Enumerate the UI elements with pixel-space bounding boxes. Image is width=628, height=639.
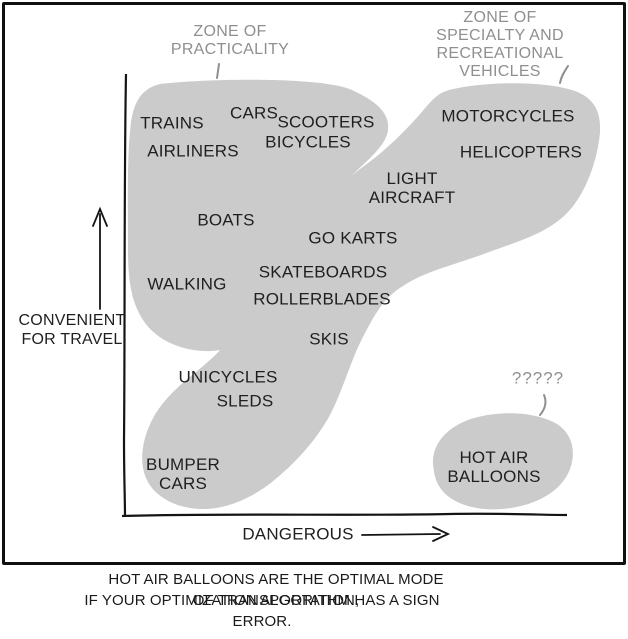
item-label-rollerblades: ROLLERBLADES xyxy=(253,289,391,309)
practicality-blob xyxy=(127,79,389,352)
y-axis-label: CONVENIENT FOR TRAVEL xyxy=(18,312,126,348)
item-label-trains: TRAINS xyxy=(140,113,204,133)
up-arrow xyxy=(92,206,108,310)
item-label-airliners: AIRLINERS xyxy=(147,141,239,161)
right-arrow xyxy=(361,526,451,542)
item-label-cars: CARS xyxy=(229,103,279,123)
caption-line-1: HOT AIR BALLOONS ARE THE OPTIMAL MODE OF… xyxy=(108,571,444,609)
item-label-hot-air-balloons: HOT AIR BALLOONS xyxy=(447,448,541,486)
item-label-sleds: SLEDS xyxy=(216,391,274,411)
x-axis-line xyxy=(121,512,568,518)
caption-line-2: IF YOUR OPTIMIZATION ALGORITHM HAS A SIG… xyxy=(84,592,440,630)
item-label-boats: BOATS xyxy=(197,210,255,230)
item-label-unicycles: UNICYCLES xyxy=(178,367,278,387)
zone-label-practicality: ZONE OF PRACTICALITY xyxy=(170,23,290,58)
item-label-motorcycles: MOTORCYCLES xyxy=(441,106,575,126)
zone-label-specialty: ZONE OF SPECIALTY AND RECREATIONAL VEHIC… xyxy=(436,9,564,80)
mystery-pointer-tick xyxy=(539,394,547,416)
y-axis-line xyxy=(122,73,128,518)
item-label-scooters: SCOOTERS xyxy=(277,112,375,132)
item-label-light-aircraft: LIGHT AIRCRAFT xyxy=(368,169,456,207)
item-label-walking: WALKING xyxy=(147,274,227,294)
item-label-bicycles: BICYCLES xyxy=(265,132,351,152)
practicality-pointer-tick xyxy=(216,63,220,79)
zone-label-mystery: ????? xyxy=(511,368,565,388)
item-label-skis: SKIS xyxy=(309,329,349,349)
item-label-skateboards: SKATEBOARDS xyxy=(258,262,388,282)
hot-air-balloons-blob xyxy=(432,413,573,510)
x-axis-label: DANGEROUS xyxy=(242,524,354,544)
specialty-blob xyxy=(142,83,601,510)
specialty-pointer-tick xyxy=(559,65,569,84)
item-label-bumper-cars: BUMPER CARS xyxy=(146,455,220,493)
item-label-go-karts: GO KARTS xyxy=(308,228,398,248)
item-label-helicopters: HELICOPTERS xyxy=(459,142,583,162)
